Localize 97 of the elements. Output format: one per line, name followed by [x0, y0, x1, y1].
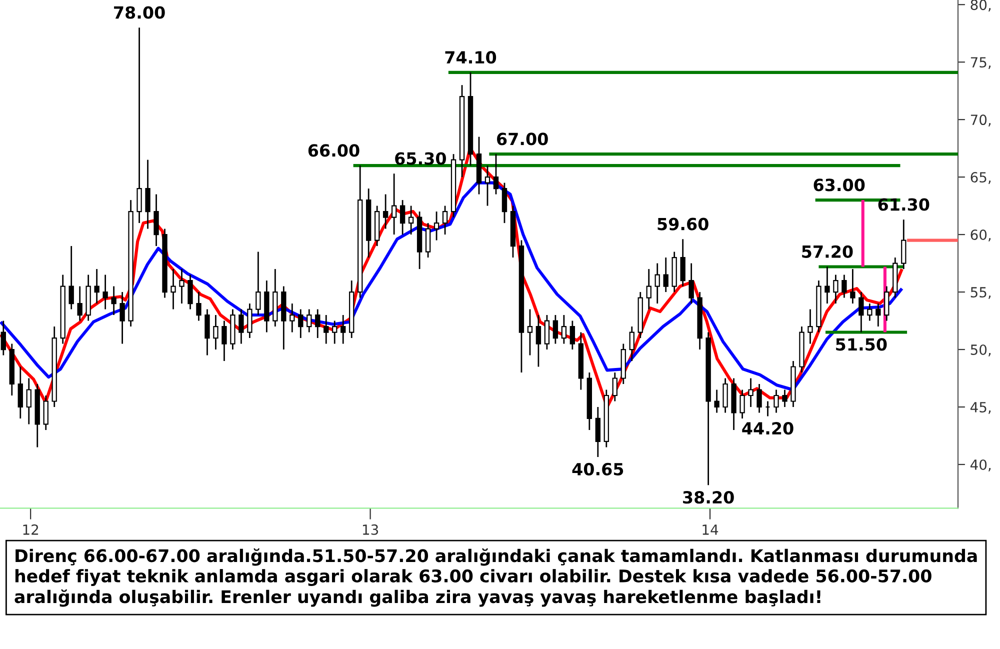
candlestick [748, 378, 754, 408]
candlestick [502, 182, 508, 224]
candlestick [340, 314, 346, 344]
y-tick-label: 70, [970, 114, 991, 126]
candlestick [561, 314, 567, 344]
candlestick [18, 366, 23, 420]
candlestick [595, 406, 600, 458]
y-tick-label: 50, [970, 344, 991, 356]
candlestick [552, 314, 558, 344]
candlestick [238, 308, 244, 344]
annotation: 44.20 [742, 422, 794, 435]
candlestick [722, 378, 728, 414]
candlestick [382, 194, 388, 230]
candlestick [901, 218, 906, 270]
candlestick [570, 320, 576, 350]
y-tick-label: 60, [970, 230, 991, 242]
candlestick [842, 274, 847, 298]
candlestick [756, 383, 762, 414]
candlestick [850, 268, 856, 304]
y-tick-label: 80, [970, 0, 991, 12]
annotation: 40.65 [572, 462, 624, 476]
candlestick [136, 26, 142, 224]
candlestick [120, 291, 125, 344]
candlestick [740, 389, 745, 420]
annotation: 59.60 [658, 218, 708, 230]
candlestick [400, 199, 406, 236]
x-tick-label: 12 [23, 524, 38, 535]
candlestick [256, 251, 261, 316]
y-tick-label: 45, [970, 402, 991, 414]
y-tick-label: 40, [970, 459, 991, 472]
candlestick [408, 205, 414, 236]
candlestick [179, 268, 184, 304]
candlestick [290, 302, 295, 333]
candlestick [298, 308, 304, 339]
annotation: 65.30 [395, 152, 446, 165]
candlestick [833, 274, 838, 304]
candlestick [145, 159, 150, 230]
y-tick-label: 65, [970, 172, 991, 184]
annotation: 63.00 [814, 178, 865, 192]
candlestick [77, 286, 82, 322]
candlestick [646, 268, 652, 310]
candlestick [196, 291, 202, 322]
candlestick [663, 256, 668, 293]
candlestick [425, 222, 431, 258]
candlestick [536, 314, 542, 368]
candlestick [391, 172, 397, 236]
candlestick [154, 194, 159, 247]
candlestick [68, 245, 74, 310]
candlestick [808, 308, 813, 344]
candlestick [867, 302, 872, 322]
candlestick [680, 238, 686, 287]
annotation: 67.00 [497, 132, 548, 146]
candlestick [102, 274, 108, 310]
annotation: 74.10 [445, 51, 496, 64]
candlestick [111, 286, 116, 316]
candlestick [188, 274, 193, 310]
candlestick [213, 314, 218, 350]
candlestick [324, 314, 329, 344]
candlestick [170, 268, 176, 310]
y-tick-label: 75, [970, 57, 991, 69]
annotation: 66.00 [308, 144, 360, 157]
candlestick [774, 389, 779, 414]
candlestick [94, 268, 100, 304]
candlestick [332, 320, 338, 344]
annotation: 38.20 [683, 491, 734, 504]
candlestick [858, 291, 864, 333]
candlestick [527, 308, 533, 356]
candlestick [876, 302, 881, 328]
candlestick [824, 266, 830, 304]
candlestick [654, 262, 660, 304]
y-tick-label: 55, [970, 287, 991, 299]
candlestick [26, 378, 32, 425]
annotation: 57.20 [802, 245, 853, 258]
candlestick [204, 308, 210, 356]
candlestick [493, 153, 499, 195]
annotation: 61.30 [878, 198, 930, 211]
candlestick [688, 262, 694, 304]
candlestick [442, 205, 448, 236]
candlestick [714, 389, 720, 414]
annotation: 78.00 [114, 6, 165, 19]
annotation: 51.50 [836, 338, 887, 351]
candlestick [0, 320, 6, 356]
candlestick [884, 286, 890, 322]
x-tick-label: 14 [702, 524, 718, 535]
candlestick [629, 326, 634, 362]
candlestick [544, 314, 550, 350]
candlestick [247, 302, 252, 339]
candlestick [306, 308, 312, 333]
candlestick [612, 372, 618, 402]
candlestick [484, 164, 490, 206]
candlestick [434, 210, 440, 241]
x-tick-label: 13 [362, 524, 378, 535]
text: Direnç 66.00-67.00 aralığında.51.50-57.20 aralığındaki çanak tamamlandı. Katlanması durumunda hedef fiyat teknik anlamda asgari olarak 63.00 civarı olabilir. Destek kısa vadede 56.00-57.00 aralığında oluşabilir. Erenler uyandı galiba zira yavaş yavaş hareketlenme başladı! [14, 548, 977, 607]
candlestick [782, 389, 788, 408]
candlestick [43, 394, 48, 431]
candlestick [222, 320, 227, 362]
candlestick [315, 308, 320, 339]
